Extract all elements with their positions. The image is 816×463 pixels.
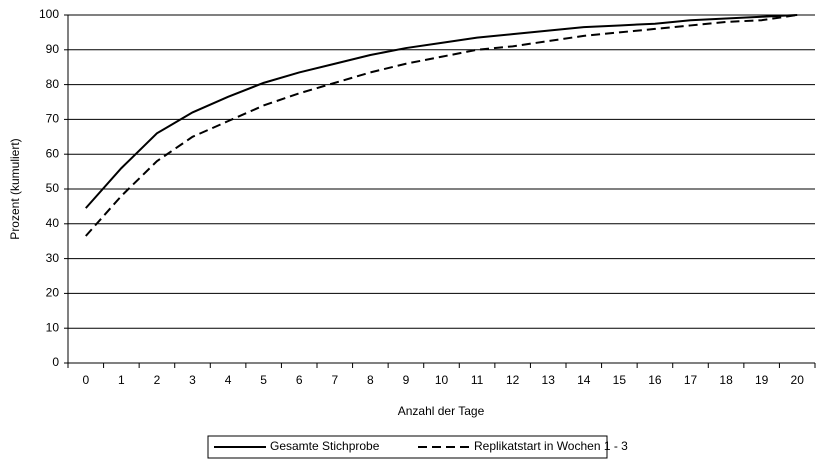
x-tick-label: 12: [506, 373, 520, 387]
legend-label: Gesamte Stichprobe: [270, 439, 380, 453]
x-tick-label: 19: [755, 373, 769, 387]
y-tick-label: 50: [46, 181, 60, 195]
y-tick-label: 10: [46, 320, 60, 334]
x-tick-label: 10: [435, 373, 449, 387]
x-tick-label: 13: [542, 373, 556, 387]
x-tick-label: 9: [403, 373, 410, 387]
x-tick-label: 6: [296, 373, 303, 387]
y-tick-label: 0: [52, 355, 59, 369]
x-tick-label: 14: [577, 373, 591, 387]
series-line: [85, 14, 798, 237]
legend-label: Replikatstart in Wochen 1 - 3: [474, 439, 628, 453]
x-tick-label: 4: [225, 373, 232, 387]
y-tick-label: 30: [46, 251, 60, 265]
x-tick-label: 2: [154, 373, 161, 387]
y-axis-title: Prozent (kumuliert): [8, 138, 22, 239]
x-tick-label: 15: [613, 373, 627, 387]
series-line: [85, 14, 798, 209]
y-tick-label: 90: [46, 42, 60, 56]
x-tick-label: 8: [367, 373, 374, 387]
y-tick-label: 70: [46, 112, 60, 126]
x-tick-label: 7: [331, 373, 338, 387]
x-tick-label: 16: [648, 373, 662, 387]
y-tick-label: 40: [46, 216, 60, 230]
x-axis-title: Anzahl der Tage: [398, 404, 485, 418]
y-tick-label: 20: [46, 286, 60, 300]
x-tick-label: 11: [471, 373, 484, 387]
x-tick-label: 20: [791, 373, 805, 387]
y-tick-label: 100: [39, 7, 59, 21]
y-tick-label: 60: [46, 146, 60, 160]
x-tick-label: 17: [684, 373, 698, 387]
legend-box: [207, 435, 608, 459]
x-tick-label: 18: [719, 373, 733, 387]
x-tick-label: 0: [82, 373, 89, 387]
y-tick-label: 80: [46, 77, 60, 91]
x-tick-label: 1: [118, 373, 125, 387]
x-tick-label: 5: [260, 373, 267, 387]
x-tick-label: 3: [189, 373, 196, 387]
